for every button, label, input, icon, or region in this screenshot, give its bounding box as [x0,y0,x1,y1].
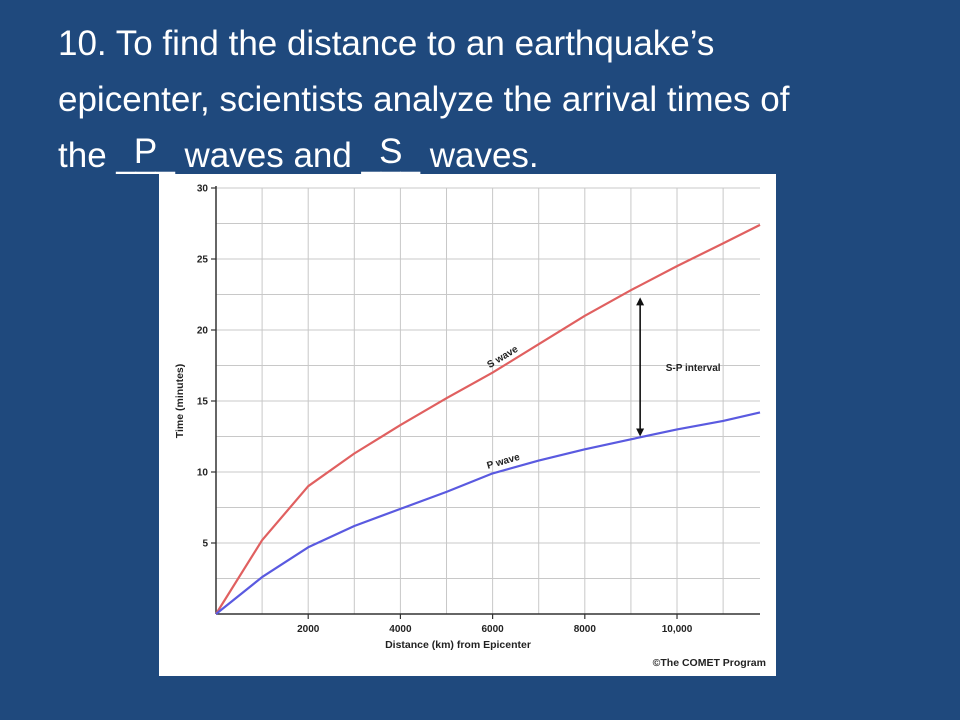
question-text: 10. To find the distance to an earthquak… [58,16,938,184]
blank-p-lines: ___ [116,136,175,175]
chart-credit: ©The COMET Program [653,657,766,669]
answer-s: S [379,132,403,171]
blank-s: ___ S [362,128,420,184]
question-line-2: epicenter, scientists analyze the arriva… [58,80,790,119]
question-line-1: 10. To find the distance to an earthquak… [58,24,715,63]
p-wave-line [215,411,761,615]
chart-grid [216,187,760,614]
s-wave-line [215,223,761,615]
y-tick-label: 10 [197,468,209,479]
chart-svg: 5 10 15 20 25 30 2000 4000 6000 8000 10,000 Distanc… [174,184,766,670]
question-line-3-end: waves. [419,136,539,175]
x-tick-label: 8000 [574,624,597,635]
question-line-3-start: the [58,136,117,175]
travel-time-chart: 5 10 15 20 25 30 2000 4000 6000 8000 10,000 Distanc… [159,174,776,676]
y-tick-label: 20 [197,326,209,337]
y-tick-label: 25 [197,255,209,266]
blank-s-lines: ___ [361,136,420,175]
x-tick-label: 4000 [389,624,412,635]
y-tick-label: 15 [197,397,209,408]
question-line-3-mid: waves and [174,136,362,175]
x-tick-label: 6000 [481,624,504,635]
question-line-3: the ___ P waves and ___ S waves. [58,128,938,184]
p-wave-label: P wave [486,452,522,472]
y-axis-label: Time (minutes) [174,364,186,438]
sp-interval-arrowhead-top [636,297,645,306]
x-tick-label: 2000 [297,624,320,635]
y-tick-label: 30 [197,184,209,195]
answer-p: P [133,132,158,171]
sp-interval-label: S-P interval [666,363,721,374]
chart-series [215,223,761,615]
blank-p: ___ P [116,128,174,184]
sp-interval-arrowhead-bottom [636,428,645,437]
y-tick-label: 5 [202,539,208,550]
chart-axes: 5 10 15 20 25 30 2000 4000 6000 8000 10,000 Distanc… [174,184,760,651]
x-tick-label: 10,000 [662,624,693,635]
x-axis-label: Distance (km) from Epicenter [385,639,531,651]
